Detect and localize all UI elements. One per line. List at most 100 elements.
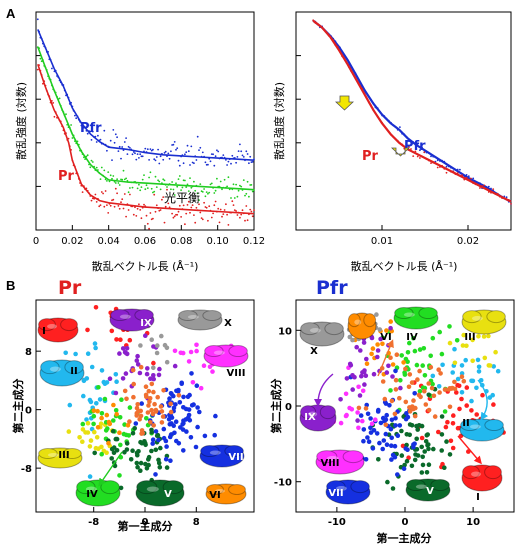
structure-model-v: V <box>135 479 185 507</box>
model-highlight <box>213 350 225 355</box>
data-point <box>465 176 468 179</box>
data-point <box>204 195 207 198</box>
data-point <box>485 188 488 190</box>
data-point <box>124 346 130 351</box>
data-point <box>166 417 172 422</box>
data-point <box>439 160 441 162</box>
x-tick-label: 10 <box>466 517 480 528</box>
data-point <box>399 353 405 358</box>
model-highlight <box>119 314 131 319</box>
data-point <box>47 93 49 96</box>
data-point <box>54 111 57 113</box>
data-point <box>235 183 238 186</box>
data-point <box>111 450 117 456</box>
data-point <box>49 101 52 104</box>
series-pfr <box>36 18 255 167</box>
data-point <box>208 191 211 194</box>
data-point <box>36 18 39 21</box>
data-point <box>149 171 152 174</box>
data-point <box>378 336 383 342</box>
data-point <box>121 431 127 437</box>
data-point <box>164 359 170 365</box>
data-point <box>173 194 176 196</box>
data-point <box>350 387 356 392</box>
class-label: IV <box>86 489 98 500</box>
data-point <box>396 139 399 142</box>
data-point <box>499 195 501 198</box>
data-point <box>469 398 474 404</box>
data-point <box>425 158 428 161</box>
data-point <box>106 440 111 446</box>
data-point <box>231 200 234 203</box>
data-point <box>244 194 246 197</box>
data-point <box>452 346 457 352</box>
data-point <box>148 420 153 425</box>
data-point <box>164 150 167 153</box>
data-point <box>363 406 369 411</box>
data-point <box>153 472 158 477</box>
data-point <box>372 109 375 111</box>
data-point <box>145 214 148 217</box>
data-point <box>214 189 217 192</box>
data-point <box>403 133 406 136</box>
data-point <box>194 348 199 354</box>
model-lobe <box>460 419 480 432</box>
data-point <box>374 431 380 436</box>
data-point <box>467 175 470 178</box>
data-point <box>417 347 423 352</box>
data-point <box>94 435 100 440</box>
data-point <box>162 178 165 181</box>
data-point <box>384 412 390 418</box>
data-point <box>66 123 69 126</box>
data-point <box>487 185 490 188</box>
model-lobe <box>326 480 346 494</box>
data-point <box>407 372 413 377</box>
data-point <box>409 423 415 428</box>
data-point <box>67 402 73 408</box>
data-point <box>213 204 216 207</box>
data-point <box>412 441 417 447</box>
data-point <box>91 161 94 163</box>
data-point <box>198 203 200 206</box>
data-point <box>87 474 93 479</box>
data-point <box>242 179 245 182</box>
data-point <box>184 429 189 434</box>
data-point <box>423 151 426 154</box>
data-point <box>216 177 218 180</box>
data-point <box>419 157 421 159</box>
data-point <box>198 385 204 391</box>
class-label: VI <box>380 332 391 343</box>
data-point <box>99 444 104 450</box>
data-point <box>156 437 161 443</box>
data-point <box>412 391 418 396</box>
data-point <box>359 84 361 87</box>
data-point <box>117 415 123 420</box>
data-point <box>84 417 89 422</box>
data-point <box>162 196 165 199</box>
data-point <box>401 132 403 135</box>
data-point <box>146 187 149 190</box>
y-axis-ticks <box>36 55 41 187</box>
data-point <box>487 395 493 400</box>
data-point <box>148 159 151 161</box>
data-point <box>186 144 189 147</box>
data-point <box>127 145 130 148</box>
data-point <box>124 441 130 446</box>
data-point <box>53 89 56 92</box>
data-point <box>118 485 124 491</box>
data-point <box>157 465 163 470</box>
data-point <box>44 46 47 49</box>
data-point <box>444 439 449 444</box>
data-point <box>63 114 66 117</box>
data-point <box>454 173 457 176</box>
data-point <box>249 208 252 211</box>
data-point <box>231 154 234 157</box>
data-point <box>187 150 190 153</box>
data-point <box>426 392 432 398</box>
data-point <box>130 148 133 151</box>
data-point <box>388 355 393 361</box>
data-point <box>396 128 399 131</box>
data-point <box>147 396 153 401</box>
model-lobe <box>200 445 220 458</box>
data-point <box>379 118 381 121</box>
